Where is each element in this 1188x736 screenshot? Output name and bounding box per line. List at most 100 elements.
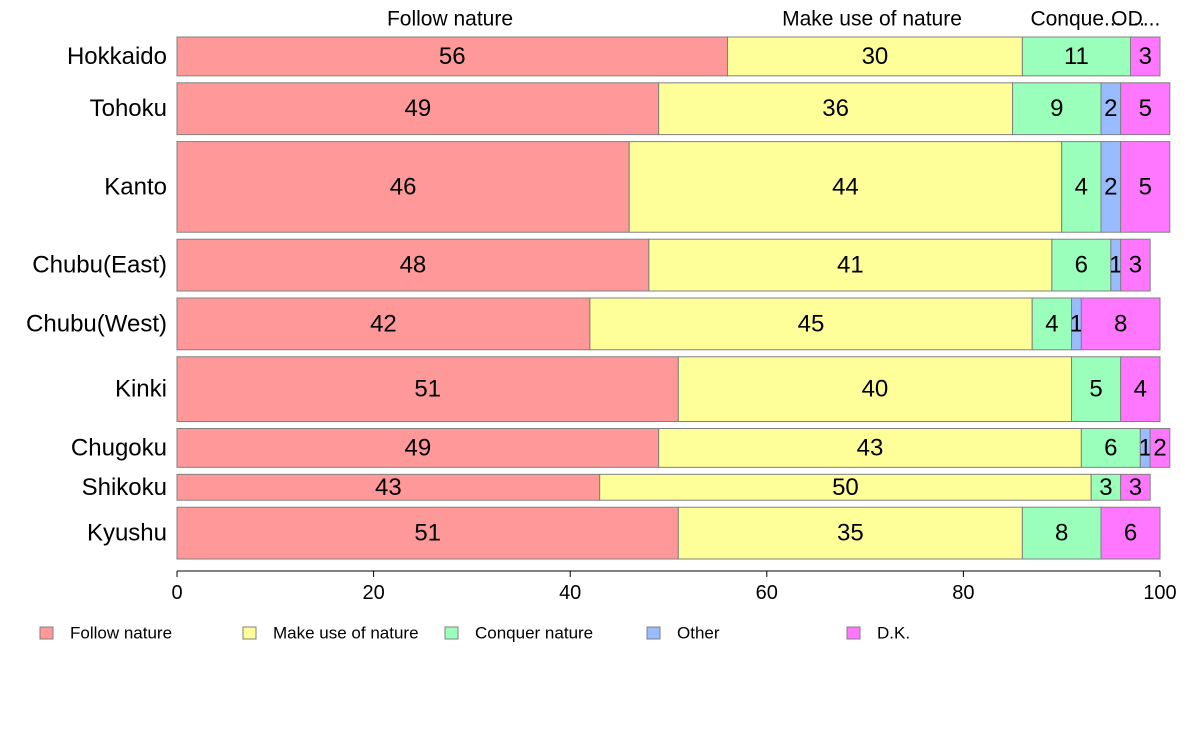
data-label-kinki-follow-nature: 51 <box>414 376 441 403</box>
bar-segment-hokkaido-d-k <box>1130 36 1161 77</box>
x-tick-label-0: 0 <box>171 582 182 604</box>
bar-segment-kyushu-conquer-nature <box>1021 506 1102 560</box>
bar-segment-tohoku-make-use-of-nature <box>658 82 1014 136</box>
bar-segment-kanto-follow-nature <box>176 141 630 233</box>
bar-segment-chubu-east-make-use-of-nature <box>648 238 1053 292</box>
data-label-chubu-west-conquer-nature: 4 <box>1045 310 1058 337</box>
data-label-tohoku-conquer-nature: 9 <box>1050 95 1063 122</box>
bar-segment-tohoku-follow-nature <box>176 82 660 136</box>
x-axis: 0 20 40 60 80 100 <box>171 570 1177 604</box>
bar-segment-chugoku-make-use-of-nature <box>658 428 1082 468</box>
bar-segment-shikoku-make-use-of-nature <box>599 473 1092 501</box>
bar-row-kyushu: 51 35 8 6 <box>176 506 1161 560</box>
bar-row-shikoku: 43 50 3 3 <box>176 473 1151 501</box>
data-label-kinki-make-use-of-nature: 40 <box>862 376 889 403</box>
bar-segment-chugoku-d-k <box>1149 428 1171 468</box>
top-label-follow-nature: Follow nature <box>387 8 513 31</box>
bar-row-tohoku: 49 36 9 2 5 <box>176 82 1171 136</box>
legend: Follow nature Make use of nature Conquer n… <box>39 624 910 643</box>
x-tick-label-20: 20 <box>362 582 384 604</box>
data-label-chubu-west-follow-nature: 42 <box>370 310 397 337</box>
data-label-kanto-make-use-of-nature: 44 <box>832 173 859 200</box>
bar-row-chugoku: 49 43 6 1 2 <box>176 428 1171 468</box>
top-label-other: O... <box>1111 8 1145 31</box>
data-label-hokkaido-conquer-nature: 11 <box>1064 43 1089 70</box>
category-label-chugoku: Chugoku <box>71 434 167 461</box>
bar-segment-chubu-east-d-k <box>1120 238 1151 292</box>
legend-label-make-use-of-nature: Make use of nature <box>273 624 419 643</box>
data-label-kinki-d-k: 4 <box>1134 376 1147 403</box>
data-label-chugoku-conquer-nature: 6 <box>1104 434 1117 461</box>
data-label-kyushu-conquer-nature: 8 <box>1055 520 1068 547</box>
data-label-chugoku-d-k: 2 <box>1153 434 1166 461</box>
data-label-hokkaido-follow-nature: 56 <box>439 43 466 70</box>
bar-segment-tohoku-d-k <box>1120 82 1171 136</box>
legend-label-other: Other <box>677 624 720 643</box>
data-label-shikoku-follow-nature: 43 <box>375 474 402 501</box>
data-label-hokkaido-make-use-of-nature: 30 <box>862 43 889 70</box>
bar-row-chubu-east: 48 41 6 1 3 <box>176 238 1151 292</box>
data-label-chugoku-other: 1 <box>1139 434 1152 461</box>
bar-segment-shikoku-d-k <box>1120 473 1151 501</box>
bar-segment-kyushu-d-k <box>1100 506 1161 560</box>
data-label-chubu-east-d-k: 3 <box>1129 252 1142 279</box>
legend-swatch-conquer-nature <box>444 626 459 640</box>
data-label-kanto-conquer-nature: 4 <box>1075 173 1088 200</box>
data-label-chubu-west-make-use-of-nature: 45 <box>798 310 825 337</box>
category-label-chubu-east: Chubu(East) <box>32 252 167 279</box>
legend-swatch-d-k <box>846 626 861 640</box>
data-label-shikoku-make-use-of-nature: 50 <box>832 474 859 501</box>
bar-segment-kinki-d-k <box>1120 356 1161 422</box>
data-label-chubu-east-make-use-of-nature: 41 <box>837 252 864 279</box>
bar-segment-chubu-west-conquer-nature <box>1031 297 1073 351</box>
data-label-kanto-other: 2 <box>1104 173 1117 200</box>
bar-segment-kanto-conquer-nature <box>1061 141 1102 233</box>
bar-segment-hokkaido-make-use-of-nature <box>726 36 1023 77</box>
data-label-shikoku-d-k: 3 <box>1129 474 1142 501</box>
bar-segment-chubu-west-d-k <box>1080 297 1161 351</box>
legend-swatch-follow-nature <box>39 626 54 640</box>
top-segment-labels: Follow nature Make use of nature Conque...… <box>387 8 1160 31</box>
bar-segment-kinki-conquer-nature <box>1071 356 1122 422</box>
bar-segment-chubu-east-conquer-nature <box>1051 238 1112 292</box>
data-label-chubu-west-other: 1 <box>1070 310 1083 337</box>
category-labels: Hokkaido Tohoku Kanto Chubu(East) Chubu(West… <box>26 43 167 547</box>
category-label-tohoku: Tohoku <box>90 95 167 122</box>
legend-label-d-k: D.K. <box>877 624 910 643</box>
legend-swatch-make-use-of-nature <box>242 626 257 640</box>
category-label-kinki: Kinki <box>115 376 167 403</box>
category-label-kyushu: Kyushu <box>87 520 167 547</box>
category-label-hokkaido: Hokkaido <box>67 43 167 70</box>
legend-item-d-k: D.K. <box>846 624 910 643</box>
bar-row-chubu-west: 42 45 4 1 8 <box>176 297 1161 351</box>
legend-item-conquer-nature: Conquer nature <box>444 624 593 643</box>
bar-segment-chugoku-follow-nature <box>176 428 660 468</box>
data-label-tohoku-make-use-of-nature: 36 <box>822 95 849 122</box>
data-label-kanto-d-k: 5 <box>1139 173 1152 200</box>
bar-row-kanto: 46 44 4 2 5 <box>176 141 1171 233</box>
category-label-shikoku: Shikoku <box>82 474 167 501</box>
bar-segment-shikoku-conquer-nature <box>1090 473 1122 501</box>
bar-segment-kanto-make-use-of-nature <box>628 141 1063 233</box>
data-label-chubu-east-conquer-nature: 6 <box>1075 252 1088 279</box>
top-label-conquer-nature: Conque... <box>1030 8 1121 31</box>
legend-label-conquer-nature: Conquer nature <box>475 624 593 643</box>
data-label-tohoku-d-k: 5 <box>1139 95 1152 122</box>
data-label-kinki-conquer-nature: 5 <box>1089 376 1102 403</box>
data-label-shikoku-conquer-nature: 3 <box>1099 474 1112 501</box>
legend-item-follow-nature: Follow nature <box>39 624 172 643</box>
data-label-chubu-east-follow-nature: 48 <box>400 252 427 279</box>
bar-segment-chubu-east-follow-nature <box>176 238 650 292</box>
data-label-hokkaido-d-k: 3 <box>1139 43 1152 70</box>
bar-segment-tohoku-conquer-nature <box>1012 82 1102 136</box>
legend-label-follow-nature: Follow nature <box>70 624 172 643</box>
category-label-kanto: Kanto <box>104 173 167 200</box>
bar-segment-kinki-make-use-of-nature <box>677 356 1073 422</box>
data-label-chubu-east-other: 1 <box>1109 252 1122 279</box>
data-label-kanto-follow-nature: 46 <box>390 173 417 200</box>
category-label-chubu-west: Chubu(West) <box>26 310 167 337</box>
top-label-d-k: D... <box>1128 8 1161 31</box>
bar-segment-chubu-west-follow-nature <box>176 297 591 351</box>
data-label-kyushu-make-use-of-nature: 35 <box>837 520 864 547</box>
